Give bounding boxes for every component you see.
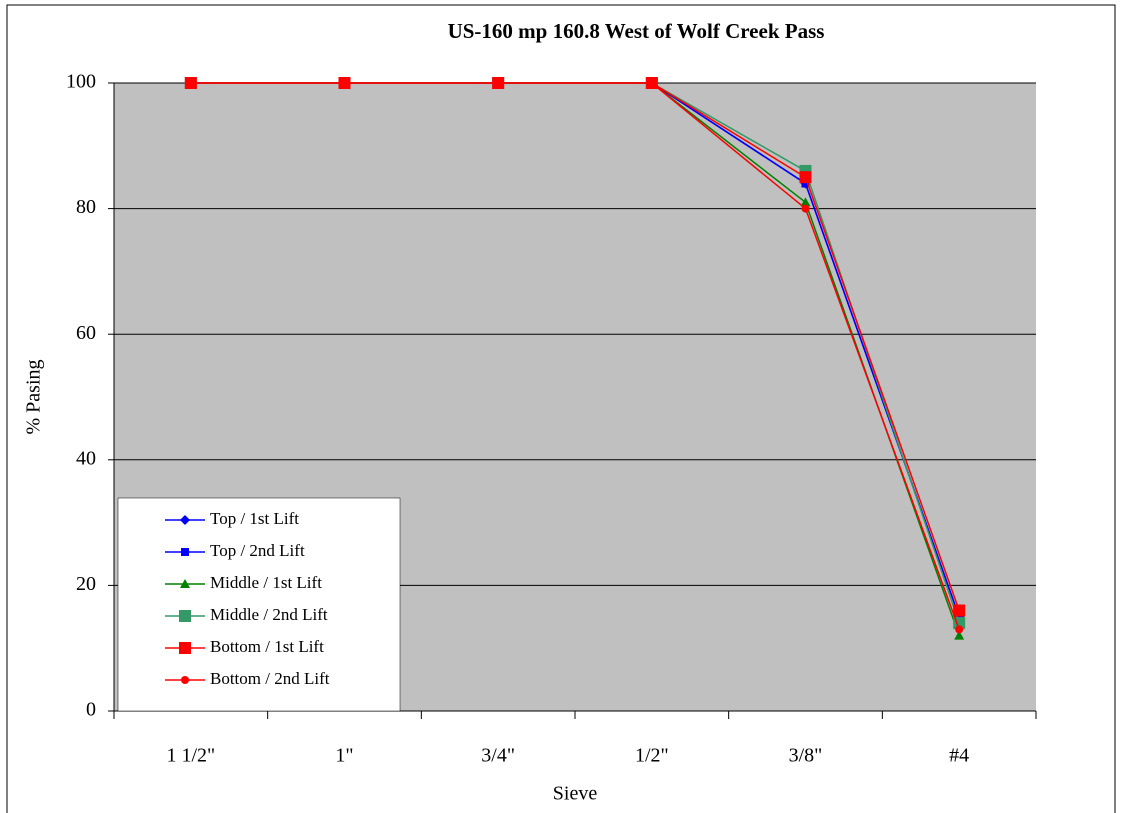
x-tick-label: 1/2" bbox=[635, 745, 669, 767]
marker bbox=[186, 79, 195, 87]
marker bbox=[494, 79, 503, 87]
y-tick-label: 20 bbox=[76, 573, 96, 595]
legend: Top / 1st Lift Top / 2nd Lift Middle / 1st… bbox=[117, 497, 401, 712]
legend-label: Middle / 1st Lift bbox=[210, 573, 322, 592]
marker bbox=[801, 179, 810, 188]
legend-label: Top / 1st Lift bbox=[210, 509, 299, 528]
y-tick-label: 60 bbox=[76, 322, 96, 344]
marker bbox=[181, 676, 189, 684]
marker bbox=[799, 171, 812, 184]
series-line bbox=[190, 82, 960, 630]
legend-label: Bottom / 1st Lift bbox=[210, 637, 324, 656]
x-tick-label: 3/8" bbox=[789, 745, 823, 767]
x-tick-label: #4 bbox=[949, 745, 969, 767]
legend-label: Middle / 2nd Lift bbox=[210, 605, 328, 624]
x-tick-label: 1 1/2" bbox=[166, 745, 215, 767]
legend-label: Bottom / 2nd Lift bbox=[210, 669, 330, 688]
marker bbox=[180, 515, 190, 525]
y-tick-label: 0 bbox=[86, 699, 96, 721]
marker bbox=[801, 204, 810, 213]
y-tick-label: 80 bbox=[76, 196, 96, 218]
marker bbox=[340, 79, 349, 87]
marker bbox=[953, 604, 966, 617]
y-tick-label: 40 bbox=[76, 447, 96, 469]
x-tick-label: 1" bbox=[335, 745, 353, 767]
marker bbox=[647, 79, 656, 87]
marker bbox=[180, 579, 190, 588]
marker bbox=[179, 642, 191, 654]
chart-title: US-160 mp 160.8 West of Wolf Creek Pass bbox=[448, 19, 825, 43]
y-tick-label: 100 bbox=[66, 71, 96, 93]
x-tick-label: 3/4" bbox=[481, 745, 515, 767]
marker bbox=[954, 630, 965, 640]
marker bbox=[181, 548, 189, 556]
legend-box bbox=[117, 497, 401, 712]
legend-label: Top / 2nd Lift bbox=[210, 541, 305, 560]
marker bbox=[800, 197, 811, 207]
marker bbox=[179, 610, 191, 622]
marker bbox=[955, 625, 964, 634]
marker bbox=[955, 612, 964, 621]
y-axis-label: % Pasing bbox=[23, 360, 45, 435]
x-axis-label: Sieve bbox=[553, 783, 598, 805]
